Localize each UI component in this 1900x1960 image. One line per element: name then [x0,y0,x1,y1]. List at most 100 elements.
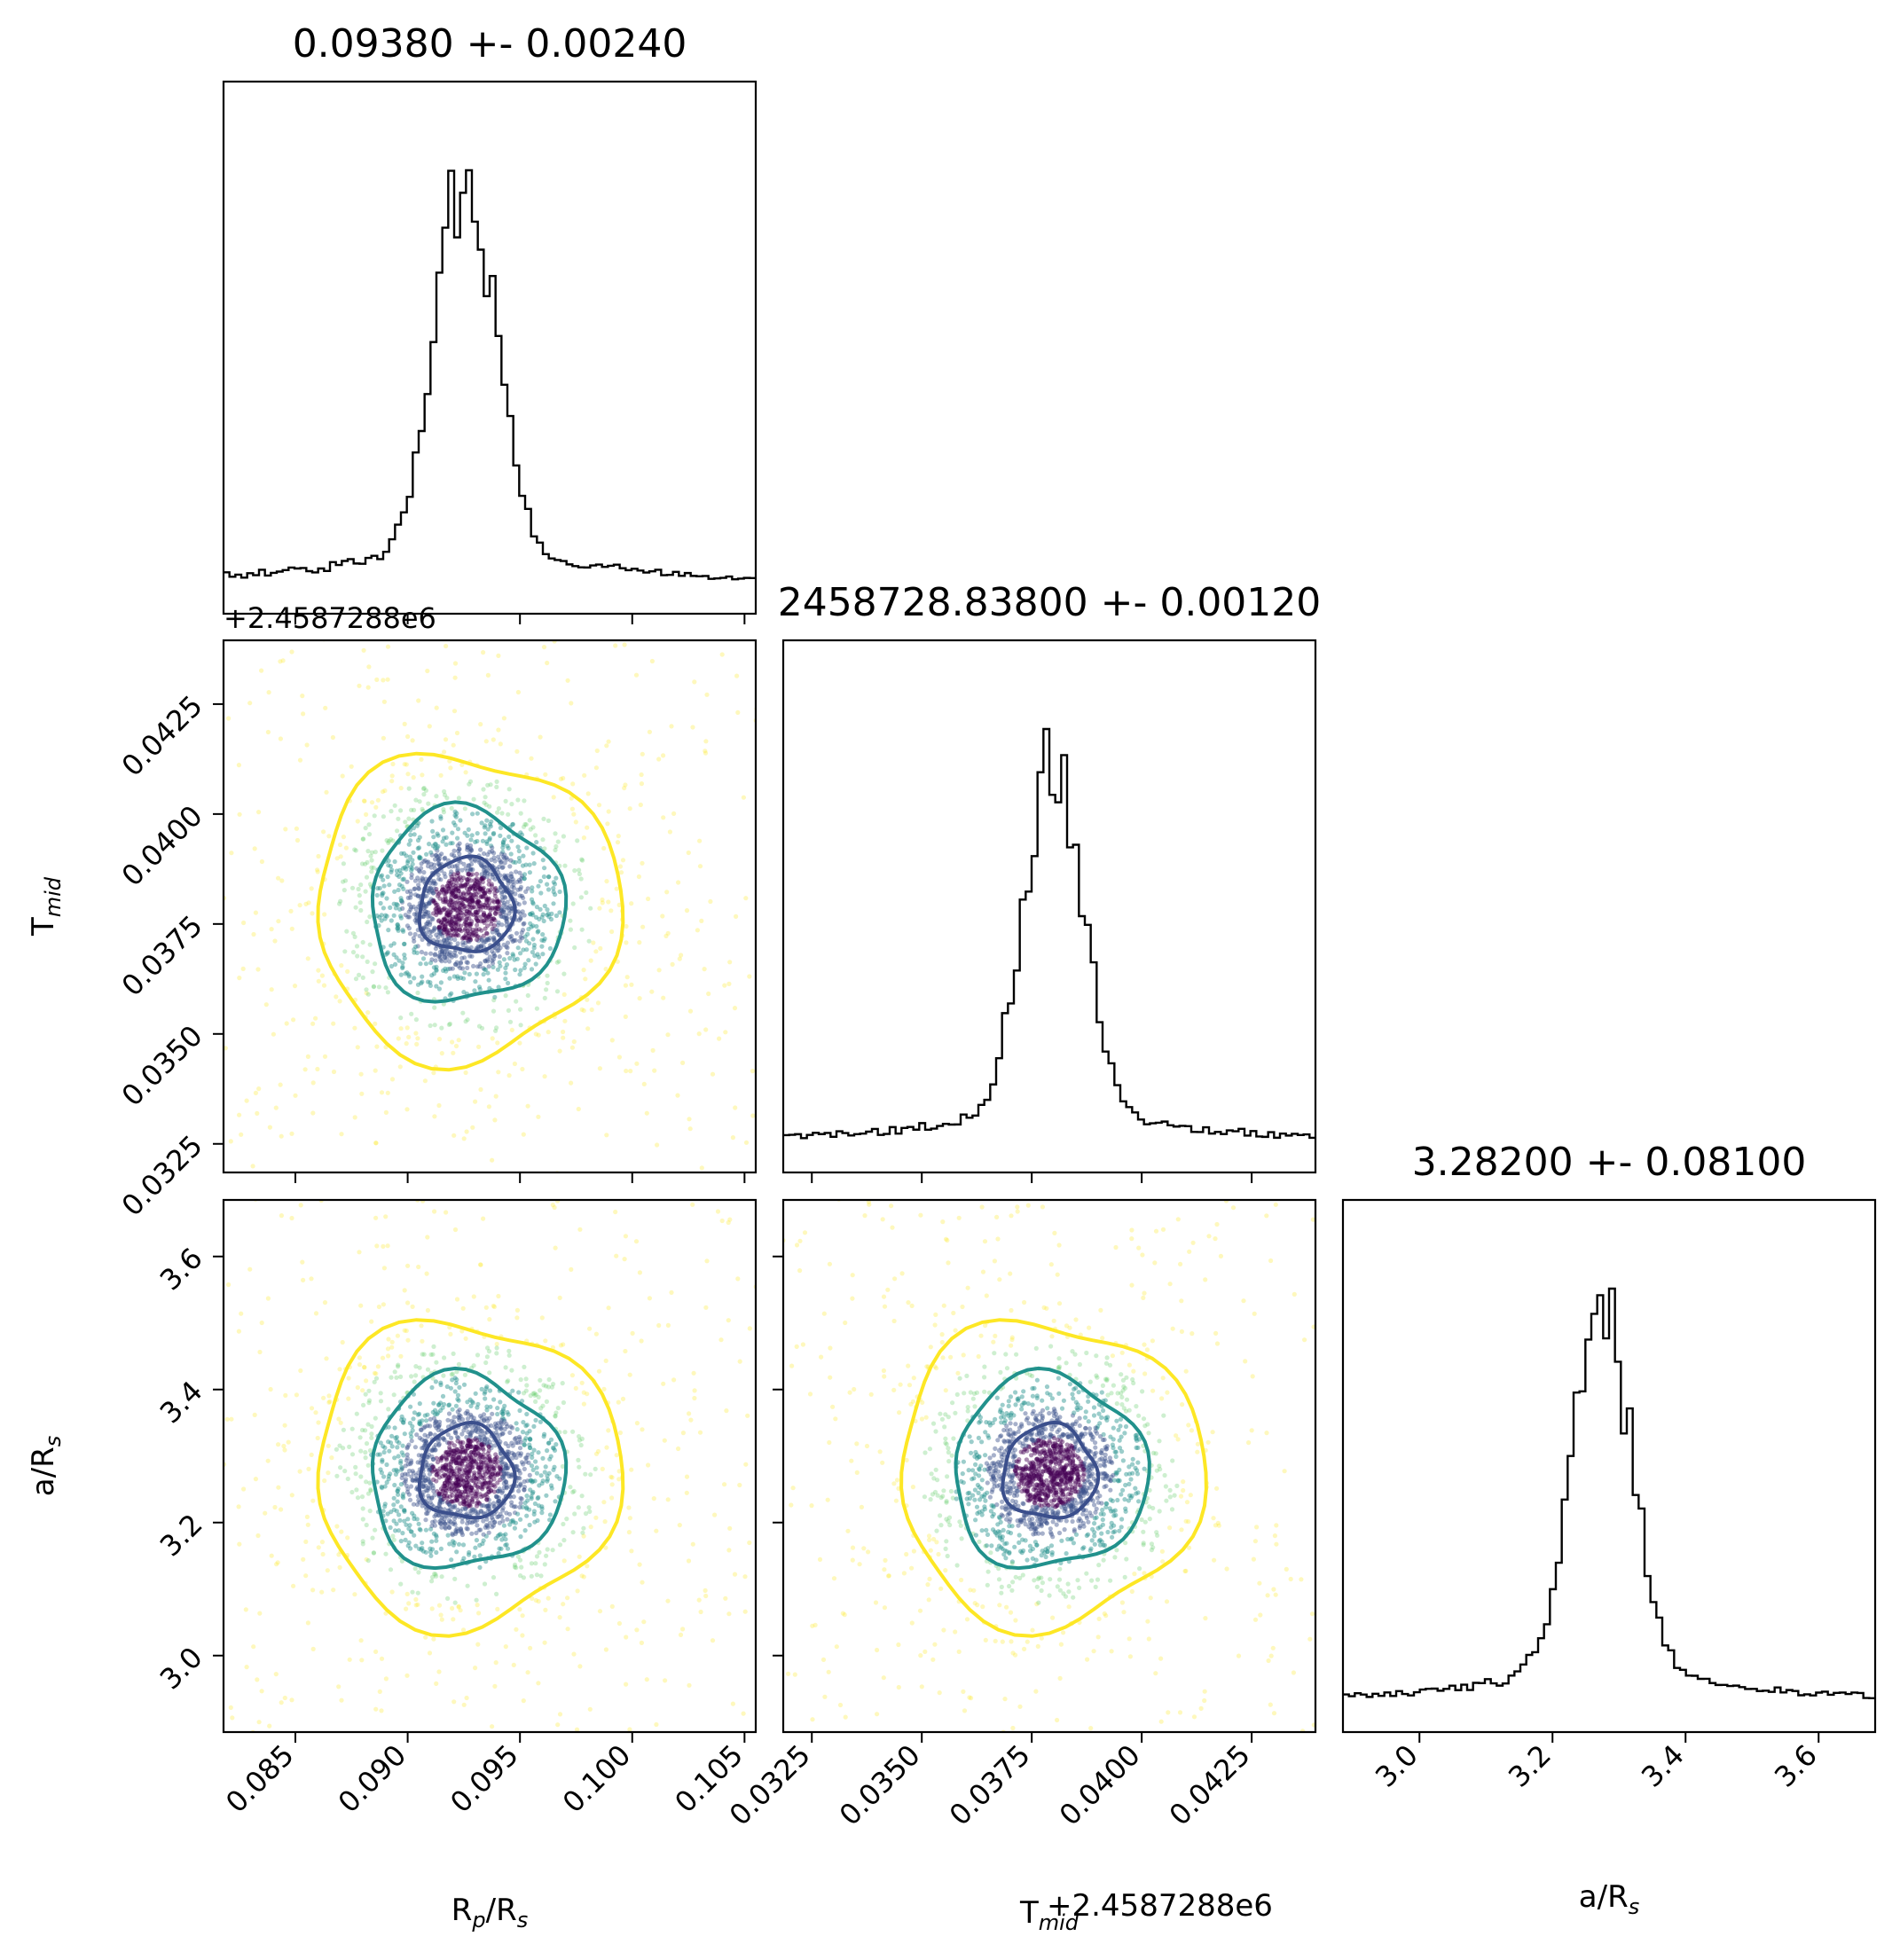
sample-point [487,985,492,991]
sample-point [471,963,476,968]
sample-point [510,1443,515,1448]
sample-point [499,865,505,871]
sample-point [437,939,443,945]
sample-point [686,1558,692,1564]
sample-point [499,895,505,900]
sample-point [435,1489,440,1494]
sample-point [795,878,799,882]
sample-point [516,849,522,854]
sample-point [478,1432,483,1438]
sample-point [703,750,709,756]
sample-point [395,1469,400,1474]
sample-point [441,917,446,922]
sample-point [451,1480,456,1486]
sample-point [434,886,439,892]
sample-point [454,873,460,879]
sample-point [475,1429,481,1435]
sample-point [459,910,465,915]
sample-point [477,1501,483,1507]
sample-point [451,932,458,937]
sample-point [504,1482,509,1487]
sample-point [896,1321,900,1325]
sample-point [316,1203,320,1208]
sample-point [434,1360,439,1365]
sample-point [503,913,508,918]
sample-point [494,1423,499,1429]
sample-point [447,1503,452,1509]
sample-point [397,906,403,912]
sample-point [525,1478,530,1484]
sample-point [134,673,138,678]
sample-point [432,1023,437,1028]
sample-point [467,937,473,942]
sample-point [637,1270,643,1275]
sample-point [412,1445,418,1450]
sample-point [514,1440,519,1446]
sample-point [522,1528,528,1533]
sample-point [525,931,530,937]
sample-point [469,898,475,903]
sample-point [466,904,471,909]
sample-point [545,1478,550,1484]
sample-point [82,597,86,601]
sample-point [810,474,814,478]
sample-point [766,1459,771,1463]
sample-point [477,1437,483,1442]
sample-point [419,866,424,871]
sample-point [557,1712,563,1717]
sample-point [569,1080,574,1086]
sample-point [477,886,483,891]
sample-point [477,1470,483,1475]
sample-point [321,515,326,520]
sample-point [596,1368,602,1374]
sample-point [677,956,682,961]
sample-point [456,876,462,882]
sample-point [519,1496,524,1501]
sample-point [467,1462,473,1467]
sample-point [446,1452,451,1457]
sample-point [357,1355,362,1360]
sample-point [465,1479,470,1485]
sample-point [494,889,500,894]
sample-point [552,1464,557,1470]
sample-point [520,1504,525,1509]
sample-point [417,1401,422,1407]
sample-point [641,1081,647,1086]
sample-point [67,1180,71,1184]
sample-point [543,1384,549,1389]
sample-point [69,1110,74,1115]
sample-point [529,924,534,929]
sample-point [454,1549,459,1555]
sample-point [420,1418,425,1423]
sample-point [495,898,500,905]
sample-point [428,1023,433,1029]
sample-point [545,973,550,978]
sample-point [311,1219,316,1223]
sample-point [818,506,822,510]
sample-point [492,918,498,923]
sample-point [557,1615,562,1620]
sample-point [520,936,525,941]
sample-point [428,1352,434,1357]
sample-point [644,1677,649,1682]
sample-point [438,600,443,604]
sample-point [398,1581,404,1587]
sample-point [442,1464,447,1470]
sample-point [357,1435,363,1440]
sample-point [512,1453,517,1458]
sample-point [398,490,403,494]
sample-point [474,916,479,921]
sample-point [464,898,469,903]
sample-point [820,1427,825,1431]
sample-point [490,1157,495,1163]
sample-point [505,843,510,849]
sample-point [455,941,460,946]
sample-point [450,876,455,882]
sample-point [476,1527,482,1533]
sample-point [329,1455,334,1461]
sample-point [458,1509,463,1514]
sample-point [481,885,486,890]
sample-point [565,1595,570,1601]
sample-point [360,1388,365,1393]
sample-point [456,1361,462,1367]
